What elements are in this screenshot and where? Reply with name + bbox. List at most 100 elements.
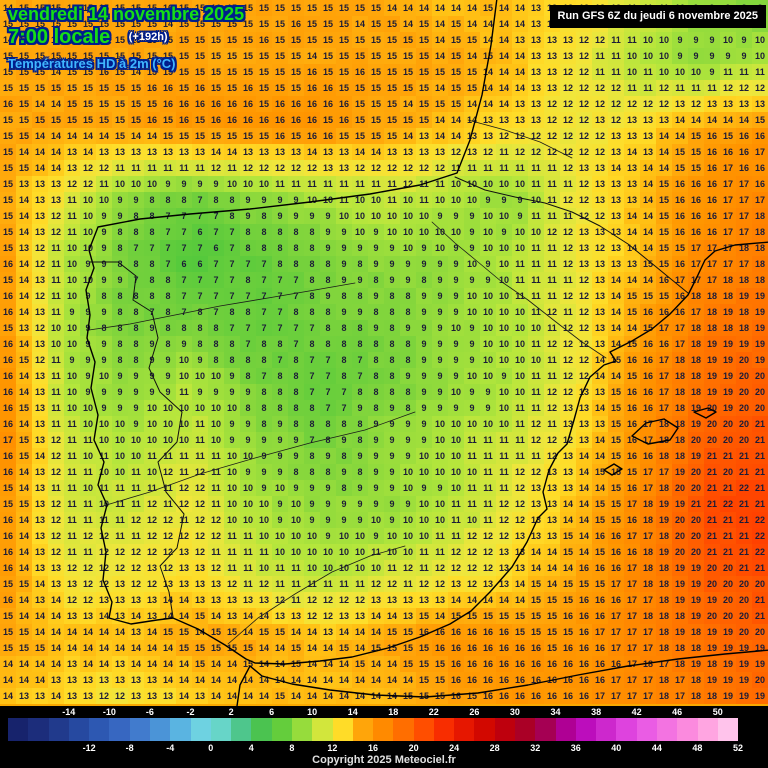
legend-tick: -10 bbox=[102, 707, 116, 717]
temp-value: 15 bbox=[272, 16, 288, 32]
temp-value: 11 bbox=[80, 544, 96, 560]
temp-value: 15 bbox=[432, 688, 448, 704]
temp-value: 16 bbox=[544, 656, 560, 672]
temp-value: 14 bbox=[192, 672, 208, 688]
temp-value: 8 bbox=[256, 240, 272, 256]
temp-value: 16 bbox=[240, 96, 256, 112]
temp-value: 10 bbox=[80, 448, 96, 464]
temp-value: 12 bbox=[432, 560, 448, 576]
temp-value: 10 bbox=[336, 208, 352, 224]
temp-value: 19 bbox=[720, 624, 736, 640]
temp-value: 15 bbox=[672, 144, 688, 160]
legend-tick: 22 bbox=[428, 707, 439, 717]
temp-value: 10 bbox=[480, 352, 496, 368]
temp-value: 14 bbox=[400, 96, 416, 112]
legend-tick: 30 bbox=[509, 707, 520, 717]
temp-value: 12 bbox=[560, 112, 576, 128]
temp-value: 15 bbox=[240, 640, 256, 656]
temp-value: 8 bbox=[336, 320, 352, 336]
temp-value: 13 bbox=[480, 112, 496, 128]
temp-value: 11 bbox=[112, 528, 128, 544]
temp-value: 15 bbox=[368, 112, 384, 128]
temp-value: 13 bbox=[32, 368, 48, 384]
temp-value: 15 bbox=[592, 512, 608, 528]
temp-value: 16 bbox=[480, 640, 496, 656]
temp-value: 10 bbox=[416, 512, 432, 528]
color-scale-segment bbox=[8, 718, 29, 741]
temp-value: 15 bbox=[128, 112, 144, 128]
temp-value: 8 bbox=[144, 288, 160, 304]
temp-value: 9 bbox=[384, 400, 400, 416]
temp-value: 8 bbox=[112, 352, 128, 368]
temp-value: 8 bbox=[160, 288, 176, 304]
temp-value: 14 bbox=[720, 112, 736, 128]
temp-value: 11 bbox=[512, 400, 528, 416]
temp-value: 8 bbox=[320, 464, 336, 480]
temp-value: 10 bbox=[208, 432, 224, 448]
temp-value: 8 bbox=[208, 192, 224, 208]
temp-value: 14 bbox=[480, 16, 496, 32]
temp-value: 14 bbox=[48, 128, 64, 144]
temp-value: 16 bbox=[464, 640, 480, 656]
temp-value: 14 bbox=[480, 96, 496, 112]
temp-value: 15 bbox=[352, 112, 368, 128]
temp-value: 9 bbox=[384, 464, 400, 480]
temp-value: 12 bbox=[96, 528, 112, 544]
temp-value: 8 bbox=[352, 320, 368, 336]
temp-value: 16 bbox=[464, 656, 480, 672]
temp-value: 14 bbox=[496, 80, 512, 96]
temp-value: 16 bbox=[0, 336, 16, 352]
temp-value: 8 bbox=[256, 416, 272, 432]
temp-value: 14 bbox=[16, 224, 32, 240]
temp-value: 11 bbox=[64, 496, 80, 512]
temp-value: 19 bbox=[736, 640, 752, 656]
temp-value: 11 bbox=[96, 480, 112, 496]
temp-value: 10 bbox=[496, 384, 512, 400]
temp-value: 8 bbox=[192, 320, 208, 336]
temp-value: 12 bbox=[688, 96, 704, 112]
temp-value: 14 bbox=[208, 144, 224, 160]
temp-value: 9 bbox=[496, 224, 512, 240]
temp-value: 15 bbox=[640, 288, 656, 304]
temp-value: 15 bbox=[512, 624, 528, 640]
temp-value: 18 bbox=[752, 240, 768, 256]
temp-value: 14 bbox=[464, 48, 480, 64]
temp-value: 9 bbox=[128, 400, 144, 416]
temp-value: 12 bbox=[80, 160, 96, 176]
temp-value: 14 bbox=[0, 32, 16, 48]
temp-value: 18 bbox=[640, 496, 656, 512]
temp-value: 9 bbox=[704, 48, 720, 64]
temp-value: 12 bbox=[560, 288, 576, 304]
temp-value: 13 bbox=[32, 416, 48, 432]
temp-value: 14 bbox=[96, 624, 112, 640]
temp-value: 15 bbox=[544, 624, 560, 640]
temp-value: 9 bbox=[80, 336, 96, 352]
temp-value: 15 bbox=[16, 576, 32, 592]
temp-value: 15 bbox=[368, 32, 384, 48]
temp-value: 19 bbox=[704, 592, 720, 608]
temp-value: 15 bbox=[336, 80, 352, 96]
temp-value: 13 bbox=[176, 576, 192, 592]
temp-value: 8 bbox=[224, 192, 240, 208]
temp-value: 17 bbox=[752, 192, 768, 208]
temp-value: 13 bbox=[528, 96, 544, 112]
temp-value: 10 bbox=[144, 432, 160, 448]
temp-value: 11 bbox=[464, 432, 480, 448]
temp-value: 9 bbox=[384, 256, 400, 272]
temp-value: 15 bbox=[16, 16, 32, 32]
temp-value: 10 bbox=[464, 464, 480, 480]
color-scale-segment bbox=[657, 718, 678, 741]
temp-value: 7 bbox=[288, 288, 304, 304]
temp-value: 11 bbox=[48, 352, 64, 368]
temp-value: 16 bbox=[704, 192, 720, 208]
temp-value: 10 bbox=[64, 272, 80, 288]
temp-value: 15 bbox=[16, 400, 32, 416]
temp-value: 8 bbox=[240, 352, 256, 368]
temp-value: 12 bbox=[496, 512, 512, 528]
temp-value: 9 bbox=[304, 480, 320, 496]
temp-value: 11 bbox=[64, 512, 80, 528]
temp-value: 13 bbox=[576, 384, 592, 400]
temp-value: 21 bbox=[736, 496, 752, 512]
temp-value: 8 bbox=[240, 224, 256, 240]
temp-value: 12 bbox=[640, 96, 656, 112]
